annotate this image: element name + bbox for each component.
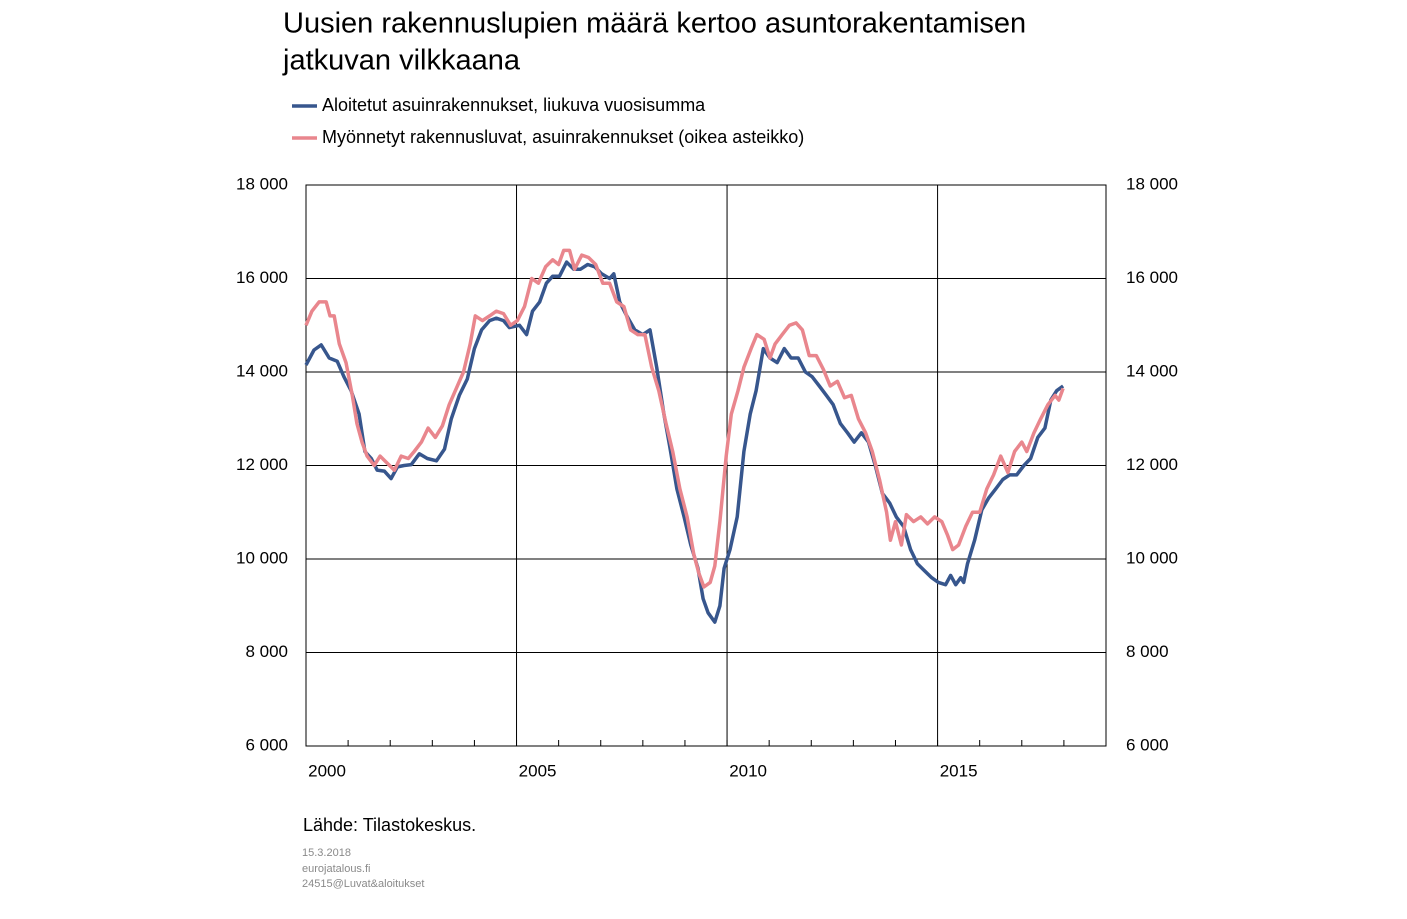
legend-label: Aloitetut asuinrakennukset, liukuva vuos… <box>322 95 706 115</box>
y-tick-label: 12 000 <box>236 455 288 474</box>
series-line <box>304 260 1065 624</box>
y-tick-label: 6 000 <box>245 735 288 754</box>
y-tick-label: 16 000 <box>236 268 288 287</box>
y2-tick-label: 6 000 <box>1126 735 1169 754</box>
series-line <box>304 248 1065 589</box>
note: 15.3.2018 <box>302 847 351 859</box>
y2-tick-label: 12 000 <box>1126 455 1178 474</box>
x-tick-label: 2015 <box>940 761 978 780</box>
y2-tick-label: 18 000 <box>1126 174 1178 193</box>
y2-tick-label: 10 000 <box>1126 548 1178 567</box>
chart-title: jatkuvan vilkkaana <box>282 45 521 77</box>
y2-tick-label: 8 000 <box>1126 642 1169 661</box>
note: eurojatalous.fi <box>302 863 371 875</box>
chart-title: Uusien rakennuslupien määrä kertoo asunt… <box>283 8 1026 40</box>
y-tick-label: 8 000 <box>245 642 288 661</box>
x-tick-label: 2005 <box>519 761 557 780</box>
y-tick-label: 10 000 <box>236 548 288 567</box>
y2-tick-label: 14 000 <box>1126 361 1178 380</box>
note: 24515@Luvat&aloitukset <box>302 878 424 890</box>
y2-tick-label: 16 000 <box>1126 268 1178 287</box>
x-tick-label: 2010 <box>729 761 767 780</box>
y-tick-label: 18 000 <box>236 174 288 193</box>
legend-label: Myönnetyt rakennusluvat, asuinrakennukse… <box>322 127 804 147</box>
x-tick-label: 2000 <box>308 761 346 780</box>
source: Lähde: Tilastokeskus. <box>303 815 476 835</box>
plot-frame <box>305 184 1107 747</box>
y-tick-label: 14 000 <box>236 361 288 380</box>
